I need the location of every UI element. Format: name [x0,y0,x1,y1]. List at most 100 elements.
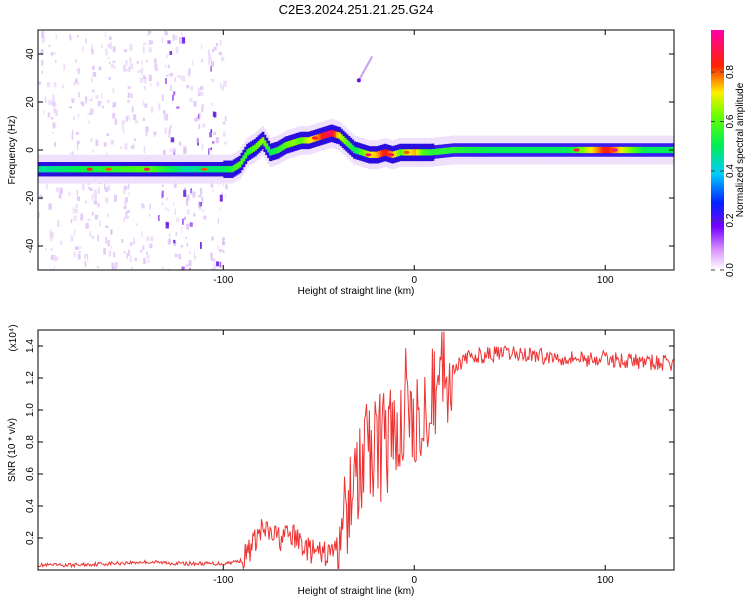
core-cell [628,146,632,154]
speckle [104,182,106,190]
speckle [73,229,76,236]
speckle [69,34,71,39]
speckle [87,218,91,221]
core-cell [263,140,267,147]
core-cell [494,146,498,154]
core-cell [565,146,569,154]
speckle [105,225,109,229]
core-cell [590,146,593,154]
speckle [82,183,85,191]
core-cell [51,166,55,173]
core-cell [481,146,485,154]
speckle [112,105,116,108]
speckle [161,94,164,101]
speckle [124,49,128,53]
speckle [68,191,71,196]
speckle [41,70,43,74]
speckle [133,138,136,142]
speckle [132,241,136,245]
core-cell [299,137,303,144]
y-tick-label: 0.8 [25,435,36,449]
speckle [133,114,137,121]
core-cell [630,146,634,154]
speckle [218,51,222,56]
speckle [121,239,124,243]
speckle [110,63,114,68]
speckle [220,85,223,91]
core-cell [408,149,412,156]
core-cell [647,146,651,154]
core-cell [39,166,43,173]
speckle [49,236,52,241]
core-cell [215,166,219,173]
speckle [158,103,161,111]
speckle [164,127,168,134]
ridge-peaks [86,131,618,171]
speckle [87,186,90,189]
core-cell [271,148,274,155]
core-cell [152,166,156,173]
speckle [123,251,127,254]
speckle [186,243,189,247]
speckle [114,118,117,125]
speckle [219,249,223,253]
core-cell [553,146,557,154]
y-tick-label: 1.4 [25,339,36,353]
core-cell [410,149,414,156]
core-cell [515,146,519,154]
speckle [176,217,180,223]
colorbar-label: Normalized spectral amplitude [735,82,746,217]
core-cell [129,166,133,173]
core-cell [227,166,231,173]
speckle [135,223,138,226]
speckle [95,194,97,198]
speckle [125,60,128,66]
speckle [154,58,157,64]
speckle [192,59,194,66]
peak [86,167,93,171]
core-cell [418,149,422,156]
core-cell [540,146,544,154]
speckle [108,250,112,257]
speckle [92,108,94,114]
speckle [133,143,135,150]
speckle [198,203,201,209]
speckle [124,201,127,209]
core-cell [282,143,286,150]
peak [403,150,410,154]
speckle [212,111,215,117]
core-cell [603,146,607,154]
speckle [126,210,130,214]
speckle [107,240,110,247]
y-tick-label: -40 [25,238,36,253]
speckle [56,220,60,227]
core-cell [452,146,456,154]
core-cell [311,136,315,143]
core-cell [292,139,295,146]
speckle [40,49,44,56]
core-cell [379,150,383,157]
core-cell [416,149,420,156]
core-cell [347,141,351,148]
core-cell [135,166,139,173]
speckle [49,268,53,270]
core-cell [399,149,402,156]
speckle [89,187,93,191]
core-cell [414,149,418,156]
speckle [214,111,217,118]
speckle [131,106,134,113]
core-cell [412,149,416,156]
core-cell [521,146,525,154]
speckle [143,77,147,84]
speckle [207,49,210,55]
speckle [43,110,45,114]
core-cell [326,131,330,138]
core-cell [555,146,559,154]
core-cell [55,166,59,173]
speckle [97,187,100,194]
speckle [222,184,224,187]
core-cell [523,146,527,154]
core-cell [267,146,271,153]
speckle [50,248,53,251]
speckle [91,96,93,102]
